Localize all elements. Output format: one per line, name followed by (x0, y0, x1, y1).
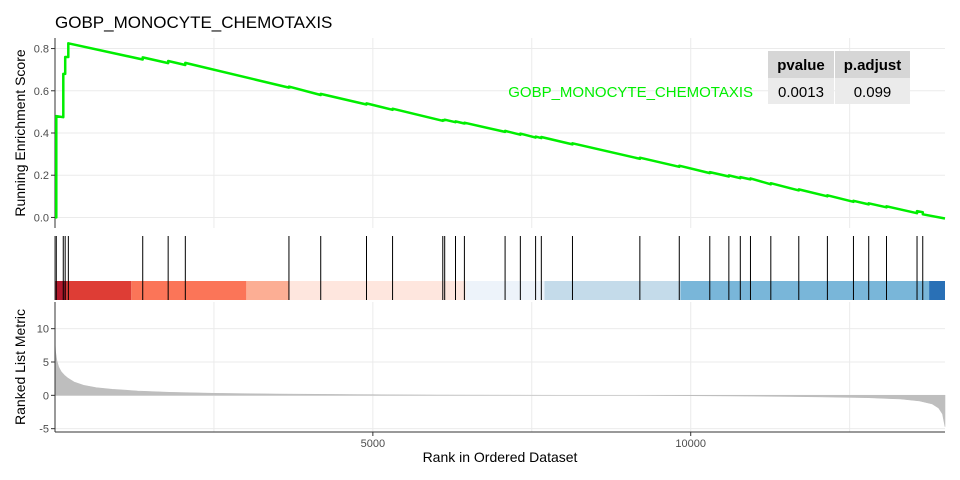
rank-color-band (66, 281, 132, 300)
x-tick-label: 5000 (361, 438, 385, 450)
ranked-metric-y-tick-label: 10 (37, 324, 49, 336)
running-score-y-tick-label: 0.6 (34, 86, 49, 98)
x-axis-label: Rank in Ordered Dataset (423, 449, 578, 465)
stats-table-value-cell (835, 78, 910, 104)
stats-table-header-padjust: p.adjust (844, 57, 902, 74)
ranked-metric-panel: -5 0 5 10 5000 10000 Ranked List Metric Rank… (12, 302, 946, 465)
ranked-metric-area (54, 341, 946, 427)
running-score-y-tick-label: 0.2 (34, 170, 49, 182)
ranked-metric-y-ticks: -5 0 5 10 (37, 324, 55, 436)
rank-color-band (680, 281, 930, 300)
running-score-y-tick-label: 0.8 (34, 44, 49, 56)
running-score-y-ticks: 0.0 0.2 0.4 0.6 0.8 (34, 44, 55, 224)
stats-table-header-cell (768, 51, 834, 78)
ranked-metric-y-label: Ranked List Metric (12, 309, 28, 425)
x-ticks: 5000 10000 (361, 432, 706, 450)
gene-hits-panel (54, 236, 945, 300)
x-tick-label: 10000 (675, 438, 706, 450)
ranked-metric-y-tick-label: 5 (43, 357, 49, 369)
stats-table: pvalue p.adjust 0.0013 0.099 (768, 51, 910, 104)
rank-color-band (246, 281, 290, 300)
ranked-metric-y-tick-label: 0 (43, 390, 49, 402)
running-score-panel: 0.0 0.2 0.4 0.6 0.8 Running Enrichment Score… (12, 38, 946, 228)
rank-color-band (929, 281, 945, 300)
running-score-y-tick-label: 0.0 (34, 212, 49, 224)
stats-table-header-pvalue: pvalue (777, 57, 825, 74)
ranked-metric-gridlines (55, 302, 945, 432)
gene-set-annotation: GOBP_MONOCYTE_CHEMOTAXIS (508, 84, 753, 101)
rank-color-band (131, 281, 247, 300)
rank-color-band (544, 281, 681, 300)
rank-color-band (55, 281, 67, 300)
stats-table-value-cell (768, 78, 834, 104)
stats-table-value-pvalue: 0.0013 (778, 84, 824, 101)
stats-table-value-padjust: 0.099 (854, 84, 892, 101)
running-score-y-tick-label: 0.4 (34, 128, 49, 140)
running-score-y-label: Running Enrichment Score (12, 49, 28, 217)
running-score-line (55, 42, 946, 220)
ranked-metric-y-tick-label: -5 (39, 424, 49, 436)
gene-hit-segments (55, 236, 924, 300)
chart-title: GOBP_MONOCYTE_CHEMOTAXIS (55, 13, 332, 32)
rank-color-bar (55, 281, 945, 300)
stats-table-header-cell (835, 51, 910, 78)
rank-color-band (289, 281, 466, 300)
